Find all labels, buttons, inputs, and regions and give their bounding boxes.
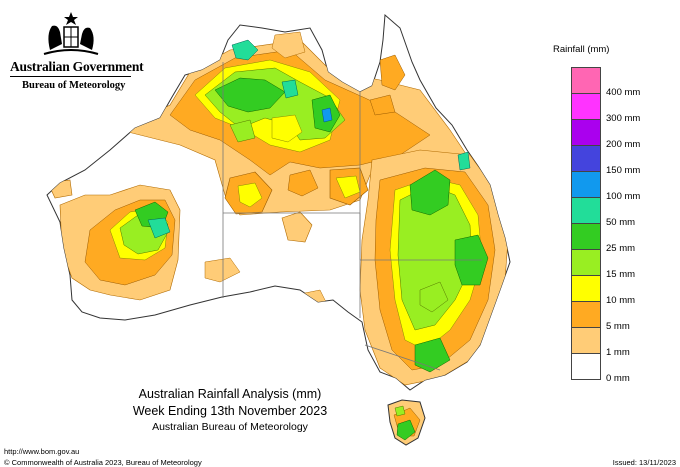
gov-subtitle: Bureau of Meteorology — [22, 80, 126, 91]
legend-swatch — [571, 224, 601, 250]
legend-label: 100 mm — [606, 191, 641, 202]
legend-label: 400 mm — [606, 87, 641, 98]
legend-swatch — [571, 198, 601, 224]
legend-label: 25 mm — [606, 243, 636, 254]
issued-date: Issued: 13/11/2023 — [612, 458, 676, 467]
legend-label: 300 mm — [606, 113, 641, 124]
state-borders — [222, 62, 482, 371]
legend-swatch — [571, 328, 601, 354]
legend-swatch — [571, 302, 601, 328]
legend-label: 5 mm — [606, 321, 630, 332]
gov-title: Australian Government — [10, 59, 144, 74]
legend-swatch — [571, 120, 601, 146]
legend-swatch — [571, 67, 601, 94]
map-title: Australian Rainfall Analysis (mm) — [138, 387, 322, 401]
legend-swatch — [571, 250, 601, 276]
legend-swatch — [571, 146, 601, 172]
coat-of-arms-icon — [43, 12, 99, 55]
legend-swatch — [571, 94, 601, 120]
legend-label: 200 mm — [606, 139, 641, 150]
legend — [571, 67, 601, 380]
gov-divider — [10, 76, 131, 77]
map-source: Australian Bureau of Meteorology — [152, 421, 308, 433]
website-link[interactable]: http://www.bom.gov.au — [4, 447, 80, 456]
legend-label: 15 mm — [606, 269, 636, 280]
legend-label: 150 mm — [606, 165, 641, 176]
legend-swatch — [571, 276, 601, 302]
legend-label: 10 mm — [606, 295, 636, 306]
map-period: Week Ending 13th November 2023 — [132, 404, 328, 418]
legend-swatch — [571, 354, 601, 380]
copyright-text: © Commonwealth of Australia 2023, Bureau… — [4, 458, 202, 467]
legend-label: 1 mm — [606, 347, 630, 358]
rainfall-shading — [47, 31, 509, 386]
legend-title: Rainfall (mm) — [553, 44, 610, 55]
legend-swatch — [571, 172, 601, 198]
legend-label: 50 mm — [606, 217, 636, 228]
legend-label: 0 mm — [606, 373, 630, 384]
